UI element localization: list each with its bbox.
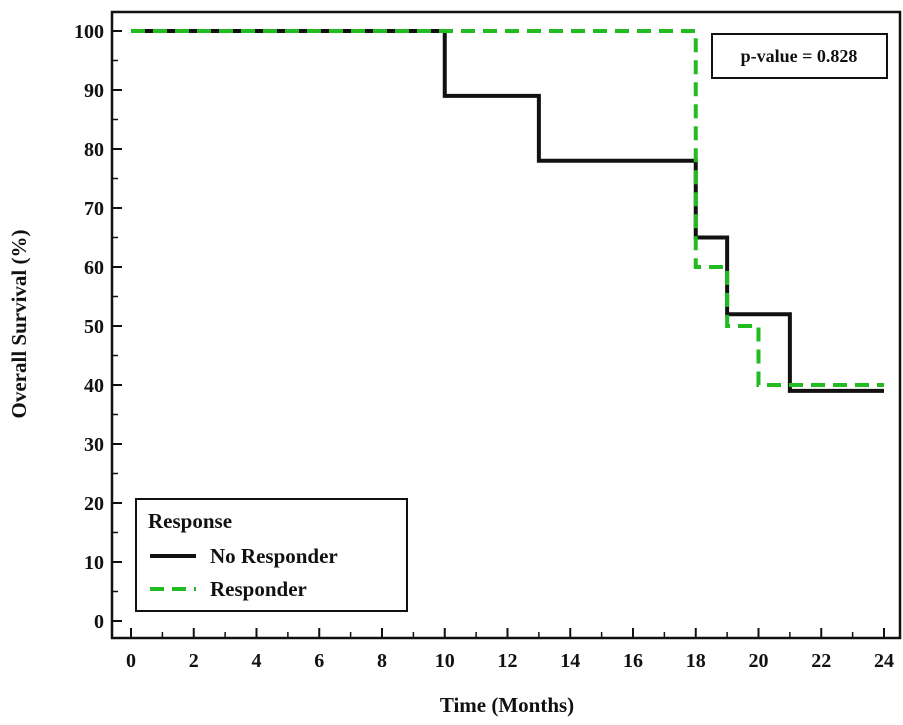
pvalue-annotation: p-value = 0.828 [741,46,858,66]
legend-label-no-responder: No Responder [210,544,338,568]
series-line-responder [131,29,884,387]
y-tick-label: 90 [84,80,104,102]
y-tick-label: 70 [84,198,104,220]
y-tick-label: 100 [74,21,104,43]
y-tick-label: 40 [84,375,104,397]
x-tick-label: 20 [749,650,769,672]
x-tick-label: 6 [314,650,324,672]
y-tick-label: 50 [84,316,104,338]
x-tick-label: 12 [498,650,518,672]
pvalue-box: p-value = 0.828 [711,33,888,79]
y-tick-label: 60 [84,257,104,279]
pvalue-frame [711,33,888,79]
y-tick-label: 0 [94,611,104,633]
legend-label-responder: Responder [210,577,307,601]
x-tick-label: 8 [377,650,387,672]
x-tick-label: 4 [252,650,262,672]
y-tick-label: 80 [84,139,104,161]
legend: Response No Responder Responder [135,498,408,612]
x-tick-label: 2 [189,650,199,672]
x-tick-label: 0 [126,650,136,672]
x-tick-label: 14 [560,650,580,672]
x-tick-label: 24 [874,650,894,672]
legend-title: Response [148,509,232,533]
x-axis-title: Time (Months) [440,693,574,717]
y-tick-label: 30 [84,434,104,456]
y-tick-label: 10 [84,552,104,574]
y-axis-title: Overall Survival (%) [7,230,31,419]
x-tick-label: 16 [623,650,643,672]
x-tick-label: 22 [811,650,831,672]
x-tick-label: 18 [686,650,706,672]
axes-layer: 0 2 4 6 8 10 12 14 16 18 20 22 240102030405060708090… [74,10,902,672]
x-tick-label: 10 [435,650,455,672]
y-tick-label: 20 [84,493,104,515]
series-layer [131,29,884,393]
